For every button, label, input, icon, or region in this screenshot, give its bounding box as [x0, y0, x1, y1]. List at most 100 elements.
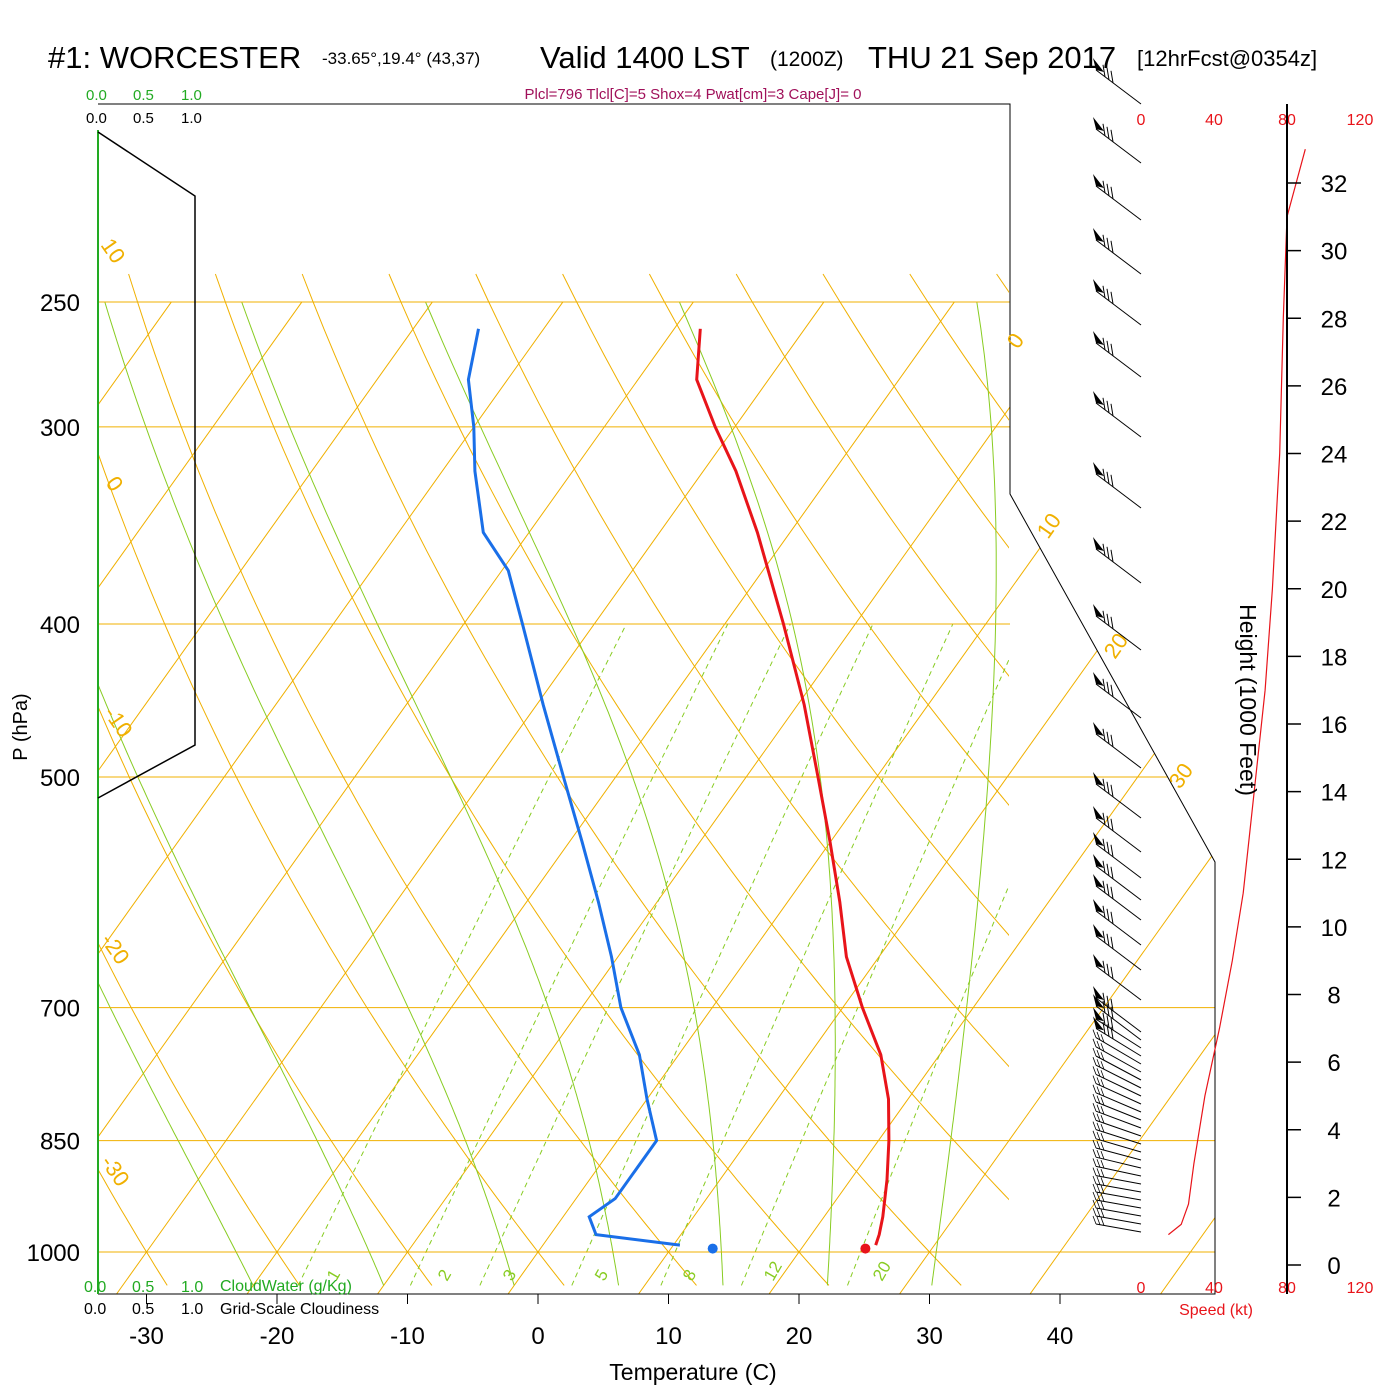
cloudwater-tick: 1.0 [181, 87, 202, 104]
wind-barb [1093, 1016, 1142, 1057]
cloudwater-tick: 0.0 [86, 87, 107, 104]
isotherm-line [929, 301, 1215, 1253]
dry-adiabat [648, 273, 1009, 806]
mixing-ratio-line [740, 658, 1009, 1286]
valid-date: THU 21 Sep 2017 [868, 40, 1116, 75]
wind-barb [1093, 174, 1142, 221]
moist-adiabat [98, 981, 254, 1286]
isobar-lines [98, 301, 1215, 1253]
wind-barb [1092, 1175, 1142, 1193]
height-tick-label: 10 [1321, 915, 1348, 942]
height-tick-label: 0 [1327, 1253, 1340, 1280]
wind-barb [1093, 722, 1142, 769]
cloudiness-tick: 0.5 [133, 110, 154, 127]
moist-adiabat [425, 301, 724, 1286]
temperature-axis: -30 -20 -10 0 10 20 30 40 [129, 1294, 1073, 1350]
cloudiness-tick: 0.5 [132, 1301, 154, 1318]
isotherm-line [1029, 1251, 1061, 1294]
temperature-tick-label: 40 [1047, 1323, 1074, 1350]
dry-adiabat [822, 273, 1009, 549]
wind-barb [1093, 772, 1142, 819]
height-tick-label: 16 [1321, 712, 1348, 739]
dry-adiabat [301, 273, 962, 1286]
mixing-ratio-label: 2 [434, 1266, 455, 1284]
isotherm-line [98, 301, 303, 1253]
dry-adiabat [735, 273, 1009, 677]
height-tick-label: 32 [1321, 171, 1348, 198]
pressure-axis-title: P (hPa) [10, 693, 32, 760]
height-tick-label: 28 [1321, 306, 1348, 333]
isotherm-line [98, 301, 433, 1253]
isotherm-line [116, 1251, 147, 1294]
wind-barb [1092, 1139, 1142, 1161]
cloudiness-tick: 0.0 [84, 1301, 106, 1318]
isotherm-line [0, 1252, 16, 1294]
isotherm-line [899, 1251, 930, 1294]
height-tick-label: 2 [1327, 1185, 1340, 1212]
temperature-tick-label: 20 [786, 1323, 813, 1350]
cloudiness-scale-top: 0.0 0.5 1.0 [86, 110, 202, 127]
isotherm-line [1059, 301, 1215, 1253]
forecast-label: [12hrFcst@0354z] [1137, 46, 1317, 71]
wind-barb [1092, 1038, 1142, 1073]
dry-adiabat [388, 273, 1009, 1201]
isotherm-line [377, 1251, 408, 1294]
cloudwater-tick: 0.5 [132, 1279, 154, 1296]
mixing-ratio-line [847, 884, 1009, 1286]
cloudiness-profile [97, 131, 196, 799]
height-tick-label: 26 [1321, 374, 1348, 401]
wind-barb [1092, 1199, 1142, 1217]
cloudwater-scale-top: 0.0 0.5 1.0 [86, 87, 202, 104]
wind-barb [1093, 604, 1142, 651]
wind-barb [1093, 832, 1142, 879]
wind-speed-profile [1168, 149, 1306, 1236]
speed-tick-label: 0 [1137, 1280, 1146, 1297]
wind-barb [1093, 58, 1142, 105]
speed-axis-top: 0 40 80 120 [1137, 112, 1374, 129]
isotherm-lines [0, 301, 1215, 1294]
cloudwater-scale-bottom: 0.0 0.5 1.0 CloudWater (g/Kg) [84, 1278, 352, 1296]
pressure-tick-label: 700 [40, 996, 80, 1023]
wind-barb [1093, 924, 1142, 971]
wind-barb [1092, 1158, 1142, 1177]
moist-adiabat [1036, 302, 1213, 1286]
speed-tick-label: 120 [1347, 1280, 1374, 1297]
temperature-tick-label: 0 [531, 1323, 544, 1350]
isotherm-label: 20 [1099, 628, 1134, 662]
cloudwater-tick: 1.0 [181, 1279, 203, 1296]
mixing-ratio-lines [297, 623, 1009, 1286]
wind-barb [1093, 806, 1142, 853]
wind-barb [1092, 1047, 1142, 1081]
temperature-axis-title: Temperature (C) [609, 1359, 776, 1385]
cloudwater-tick: 0.0 [84, 1279, 106, 1296]
wind-barb [1092, 1084, 1142, 1113]
cloudiness-scale-bottom: 0.0 0.5 1.0 Grid-Scale Cloudiness [84, 1301, 379, 1318]
wind-barb [1093, 954, 1142, 1001]
isotherm-labels: 10 0 -10 -20 -30 0 10 20 30 [96, 234, 1198, 1191]
cloudwater-tick: 0.5 [133, 87, 154, 104]
dry-adiabat [98, 705, 433, 1286]
wind-barb [1092, 1075, 1142, 1105]
mixing-ratio-labels: 1 2 3 5 8 12 20 [323, 1258, 895, 1284]
moist-adiabat [931, 301, 997, 1286]
pressure-tick-label: 400 [40, 612, 80, 639]
dewpoint-profile [466, 328, 681, 1247]
wind-barb [1093, 986, 1142, 1033]
wind-barb [1093, 874, 1142, 921]
mixing-ratio-label: 8 [679, 1266, 700, 1284]
isotherm-line [507, 1251, 539, 1294]
pressure-tick-label: 500 [40, 765, 80, 792]
wind-barb [1092, 1191, 1142, 1209]
height-tick-label: 12 [1321, 847, 1348, 874]
isotherm-line [638, 1251, 669, 1294]
surface-dewpoint-marker [707, 1243, 718, 1254]
mixing-ratio-line [571, 623, 874, 1286]
wind-barb [1093, 279, 1142, 326]
isotherm-label: 0 [101, 472, 129, 496]
wind-barb [1092, 1130, 1142, 1153]
wind-barb [1092, 1103, 1142, 1129]
speed-tick-label: 120 [1347, 112, 1374, 129]
wind-barb [1092, 1029, 1142, 1065]
mixing-ratio-label: 20 [869, 1258, 895, 1284]
